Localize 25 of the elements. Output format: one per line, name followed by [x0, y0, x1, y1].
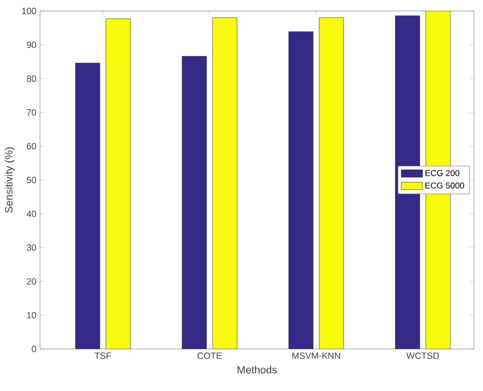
x-tick-label: COTE — [198, 352, 222, 359]
x-tick-label: WCTSD — [406, 352, 439, 359]
bar — [75, 62, 100, 349]
y-tick-label: 40 — [26, 210, 36, 217]
x-tick-label: MSVM-KNN — [292, 352, 340, 359]
y-tick-label: 100 — [22, 8, 36, 14]
y-tick-label: 80 — [26, 75, 36, 82]
bar — [212, 18, 238, 349]
legend-label: ECG 5000 — [425, 182, 464, 189]
bar — [288, 31, 314, 349]
y-tick-label: 30 — [26, 244, 36, 251]
y-axis-title: Sensitivity (%) — [4, 147, 15, 213]
bar — [182, 56, 207, 349]
x-tick-label: TSF — [94, 352, 112, 359]
y-tick-label: 0 — [32, 346, 36, 352]
y-tick-label: 50 — [26, 176, 36, 184]
bar — [106, 18, 131, 349]
y-tick-label: 90 — [26, 42, 36, 48]
y-tick-label: 10 — [27, 312, 36, 318]
bar — [318, 18, 344, 349]
y-tick-label: 60 — [26, 143, 36, 150]
y-tick-label: 70 — [26, 109, 36, 116]
y-tick-label: 20 — [26, 278, 36, 285]
legend-label: ECG 200 — [425, 170, 460, 176]
x-axis-title: Methods — [238, 366, 277, 374]
